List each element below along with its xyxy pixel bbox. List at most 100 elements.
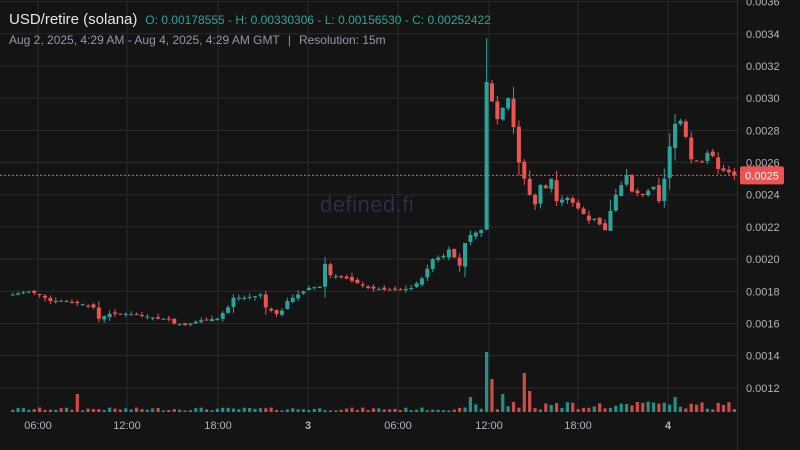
- candle-body: [635, 190, 640, 194]
- candle-body: [43, 295, 48, 298]
- candle-body: [366, 286, 371, 289]
- candle-body: [75, 301, 80, 304]
- volume-bar: [684, 408, 688, 412]
- volume-bar: [32, 409, 36, 412]
- volume-bar: [517, 407, 521, 412]
- volume-bar: [581, 407, 586, 412]
- time-axis-label: 12:00: [475, 420, 503, 432]
- candle-body: [699, 161, 704, 163]
- candle-body: [726, 169, 731, 173]
- candle-body: [533, 194, 538, 205]
- volume-bar: [511, 401, 516, 412]
- candle-body: [425, 268, 430, 278]
- volume-bar: [711, 409, 715, 412]
- volume-bar: [732, 409, 736, 412]
- candle-body: [37, 293, 42, 295]
- candle-body: [667, 146, 672, 178]
- candle-body: [646, 190, 651, 196]
- volume-bar: [538, 409, 543, 412]
- volume-bar: [27, 409, 31, 412]
- volume-bar: [673, 397, 677, 412]
- volume-bar: [377, 408, 381, 412]
- volume-bar: [695, 404, 699, 412]
- candle-body: [274, 310, 279, 314]
- volume-bar: [172, 409, 176, 412]
- symbol-name: USD/retire (solana): [9, 11, 138, 28]
- volume-bar: [199, 407, 203, 412]
- volume-bar: [274, 409, 279, 412]
- volume-bar: [474, 404, 478, 412]
- volume-bar: [635, 401, 639, 412]
- volume-bar: [425, 410, 429, 412]
- volume-bar: [97, 409, 101, 412]
- volume-bar: [625, 404, 629, 412]
- candle-body: [479, 230, 484, 233]
- candle-body: [333, 276, 338, 278]
- candle-body: [576, 202, 581, 209]
- candle-body: [199, 320, 204, 323]
- time-axis-label: 06:00: [24, 420, 52, 432]
- volume-bar: [598, 403, 602, 412]
- volume-bar: [134, 407, 139, 412]
- candle-body: [21, 292, 26, 294]
- volume-bar: [522, 373, 526, 412]
- volume-bar: [409, 410, 413, 412]
- volume-bar: [393, 408, 397, 412]
- volume-bar: [355, 409, 359, 412]
- volume-bar: [506, 406, 510, 412]
- volume-bar: [269, 407, 273, 412]
- candle-body: [371, 286, 376, 289]
- volume-bar: [549, 405, 553, 412]
- volume-bar: [248, 408, 252, 412]
- volume-bar: [554, 403, 559, 412]
- volume-bar: [301, 409, 306, 412]
- candle-body: [608, 210, 613, 231]
- candle-body: [231, 297, 236, 307]
- volume-bar: [458, 407, 462, 412]
- volume-bar: [721, 404, 726, 412]
- volume-bar: [108, 407, 112, 412]
- time-axis-label: 4: [665, 420, 672, 432]
- candle-body: [258, 294, 263, 296]
- volume-bar: [431, 409, 435, 412]
- candle-body: [473, 232, 478, 237]
- candle-body: [419, 278, 424, 285]
- candle-body: [253, 296, 258, 298]
- candle-body: [48, 297, 53, 301]
- ohlc-values: O: 0.00178555 - H: 0.00330306 - L: 0.001…: [145, 13, 491, 27]
- volume-bar: [436, 409, 440, 412]
- volume-bar: [151, 408, 155, 412]
- price-axis-label: 0.0012: [746, 383, 780, 395]
- volume-bar: [242, 407, 246, 412]
- last-price-badge: [740, 166, 784, 185]
- candle-body: [624, 175, 629, 185]
- volume-bar: [571, 402, 575, 412]
- candle-body: [290, 297, 295, 302]
- volume-bar: [646, 401, 650, 412]
- candle-body: [463, 243, 468, 267]
- volume-bar: [689, 403, 693, 412]
- volume-bar: [339, 409, 343, 412]
- candle-body: [145, 316, 150, 318]
- candle-body: [683, 121, 688, 137]
- candle-body: [86, 305, 91, 307]
- candle-body: [10, 294, 15, 296]
- volume-bar: [662, 402, 666, 412]
- candle-body: [209, 319, 214, 322]
- volume-bar: [350, 407, 354, 412]
- candle-body: [403, 288, 408, 291]
- candle-body: [603, 223, 608, 231]
- time-axis-label: 06:00: [384, 420, 412, 432]
- volume-bar: [587, 407, 591, 412]
- volume-bar: [592, 406, 596, 412]
- volume-bar: [528, 391, 532, 412]
- volume-bar: [490, 379, 494, 412]
- candle-body: [134, 314, 139, 316]
- volume-bar: [161, 410, 166, 412]
- volume-bar: [630, 405, 634, 412]
- candle-body: [457, 257, 462, 266]
- candle-body: [511, 98, 516, 128]
- volume-bar: [21, 408, 26, 412]
- candle-body: [59, 300, 64, 302]
